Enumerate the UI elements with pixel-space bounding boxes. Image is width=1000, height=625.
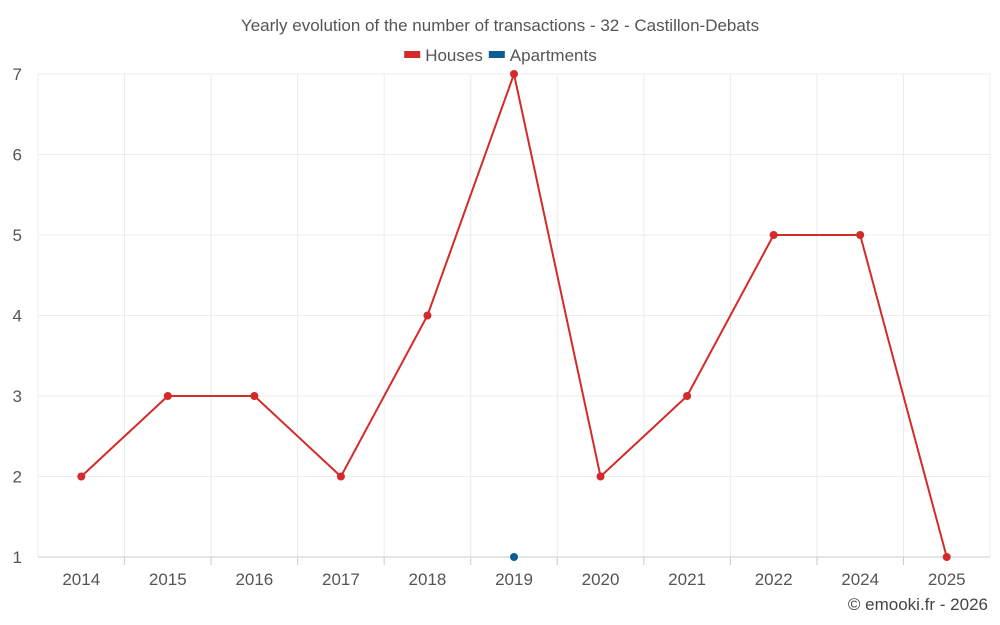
x-tick-label: 2022 xyxy=(755,570,793,589)
y-tick-label: 2 xyxy=(13,468,22,487)
x-tick-label: 2018 xyxy=(409,570,447,589)
x-tick-label: 2015 xyxy=(149,570,187,589)
x-axis: 2014 2015 2016 2017 2018 2019 2020 2021 2022 2024… xyxy=(62,570,965,589)
y-tick-label: 1 xyxy=(13,548,22,567)
chart-title: Yearly evolution of the number of transa… xyxy=(241,16,759,35)
series-houses xyxy=(77,70,951,561)
grid xyxy=(37,73,991,565)
data-point-houses[interactable] xyxy=(856,231,865,239)
legend-label: Houses xyxy=(425,46,483,65)
legend: Houses Apartments xyxy=(404,46,597,65)
y-tick-label: 5 xyxy=(13,226,22,245)
x-tick-label: 2024 xyxy=(841,570,879,589)
y-tick-label: 3 xyxy=(13,387,22,406)
data-point-houses[interactable] xyxy=(942,553,951,561)
y-tick-label: 7 xyxy=(13,65,22,84)
x-tick-label: 2019 xyxy=(495,570,533,589)
y-tick-label: 4 xyxy=(13,307,22,326)
legend-swatch xyxy=(488,51,505,58)
legend-item-apartments[interactable]: Apartments xyxy=(488,46,597,65)
series-layer xyxy=(77,70,951,561)
x-tick-label: 2016 xyxy=(235,570,273,589)
y-axis: 1 2 3 4 5 6 7 xyxy=(13,65,22,567)
x-tick-label: 2017 xyxy=(322,570,360,589)
data-point-houses[interactable] xyxy=(163,392,172,400)
x-tick-label: 2020 xyxy=(582,570,620,589)
legend-item-houses[interactable]: Houses xyxy=(404,46,483,65)
data-point-houses[interactable] xyxy=(769,231,778,239)
data-point-houses[interactable] xyxy=(336,472,345,481)
x-tick-label: 2014 xyxy=(62,570,100,589)
x-tick-label: 2025 xyxy=(928,570,966,589)
data-point-houses[interactable] xyxy=(510,70,518,78)
data-point-houses[interactable] xyxy=(250,392,259,400)
data-point-houses[interactable] xyxy=(423,311,432,320)
credit-text: © emooki.fr - 2026 xyxy=(848,595,988,614)
y-tick-label: 6 xyxy=(13,146,22,165)
legend-label: Apartments xyxy=(510,46,597,65)
legend-swatch xyxy=(404,51,421,58)
x-tick-label: 2021 xyxy=(668,570,706,589)
series-apartments xyxy=(510,553,518,561)
data-point-houses[interactable] xyxy=(683,392,692,400)
data-point-houses[interactable] xyxy=(596,472,605,481)
data-point-apartments[interactable] xyxy=(510,553,518,561)
data-point-houses[interactable] xyxy=(77,472,86,481)
